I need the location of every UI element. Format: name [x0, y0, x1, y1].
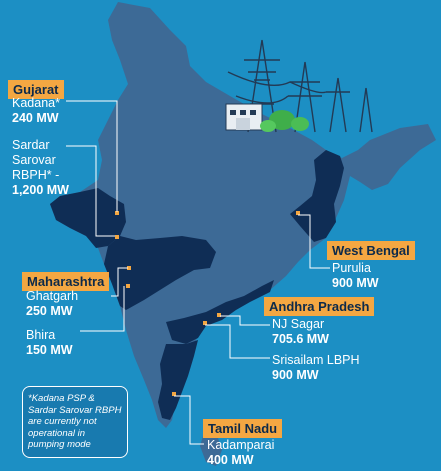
plant-capacity: 900 MW: [332, 276, 379, 290]
plant-label-kadana: Kadana* 240 MW: [12, 96, 60, 126]
marker-purulia: [296, 211, 300, 215]
india-landmass: [50, 2, 436, 428]
state-tag-andhra-pradesh: Andhra Pradesh: [264, 297, 375, 316]
power-plant-building: [225, 103, 263, 131]
plant-name: Kadana*: [12, 96, 60, 110]
plant-name: Ghatgarh: [26, 289, 79, 303]
plant-name: Kadamparai: [207, 438, 275, 452]
state-tag-west-bengal: West Bengal: [327, 241, 415, 260]
west-bengal-region: [290, 150, 344, 242]
plant-capacity: 150 MW: [26, 343, 73, 357]
maharashtra-region: [104, 236, 216, 310]
leader-sardar-sarovar: [66, 145, 115, 237]
plant-label-purulia: Purulia 900 MW: [332, 261, 379, 291]
plant-capacity: 400 MW: [207, 453, 254, 467]
tree: [291, 117, 309, 131]
plant-label-srisailam: Srisailam LBPH 900 MW: [272, 353, 360, 383]
plant-label-kadamparai: Kadamparai 400 MW: [207, 438, 274, 468]
tamil-nadu-region: [158, 340, 198, 420]
plant-capacity: 240 MW: [12, 111, 59, 125]
plant-name: NJ Sagar: [272, 317, 325, 331]
leader-bhira: [80, 286, 125, 332]
leader-kadana: [66, 100, 118, 212]
marker-bhira: [126, 284, 130, 288]
plant-label-nj-sagar: NJ Sagar 705.6 MW: [272, 317, 329, 347]
marker-ghatgarh: [127, 266, 131, 270]
andhra-pradesh-region: [166, 280, 274, 344]
marker-kadamparai: [172, 392, 176, 396]
plant-label-sardar-sarovar: Sardar Sarovar RBPH* - 1,200 MW: [12, 138, 76, 198]
state-tag-maharashtra: Maharashtra: [22, 272, 110, 291]
marker-srisailam: [203, 321, 207, 325]
plant-name: Srisailam LBPH: [272, 353, 360, 367]
tree: [260, 120, 276, 132]
plant-label-ghatgarh: Ghatgarh 250 MW: [26, 289, 78, 319]
leader-nj-sagar: [220, 315, 270, 326]
marker-kadana: [115, 211, 119, 215]
plant-name: Sardar Sarovar RBPH* -: [12, 138, 60, 182]
leader-ghatgarh: [111, 267, 128, 297]
leader-srisailam: [205, 324, 270, 359]
state-tag-gujarat: Gujarat: [8, 80, 64, 99]
plant-capacity: 250 MW: [26, 304, 73, 318]
marker-sardar-sarovar: [115, 235, 119, 239]
marker-nj-sagar: [217, 313, 221, 317]
leader-purulia: [298, 214, 330, 269]
footnote-box: *Kadana PSP & Sardar Sarovar RBPH are cu…: [22, 386, 128, 458]
power-transmission-towers-illustration: [225, 39, 373, 133]
plant-name: Bhira: [26, 328, 56, 342]
plant-capacity: 1,200 MW: [12, 183, 69, 197]
state-tag-tamil-nadu: Tamil Nadu: [203, 419, 283, 438]
plant-capacity: 705.6 MW: [272, 332, 329, 346]
plant-markers: [115, 211, 300, 396]
plant-label-bhira: Bhira 150 MW: [26, 328, 73, 358]
leader-lines: [66, 100, 330, 445]
plant-name: Purulia: [332, 261, 371, 275]
leader-kadamparai: [174, 395, 204, 445]
gujarat-region: [50, 188, 126, 248]
plant-capacity: 900 MW: [272, 368, 319, 382]
